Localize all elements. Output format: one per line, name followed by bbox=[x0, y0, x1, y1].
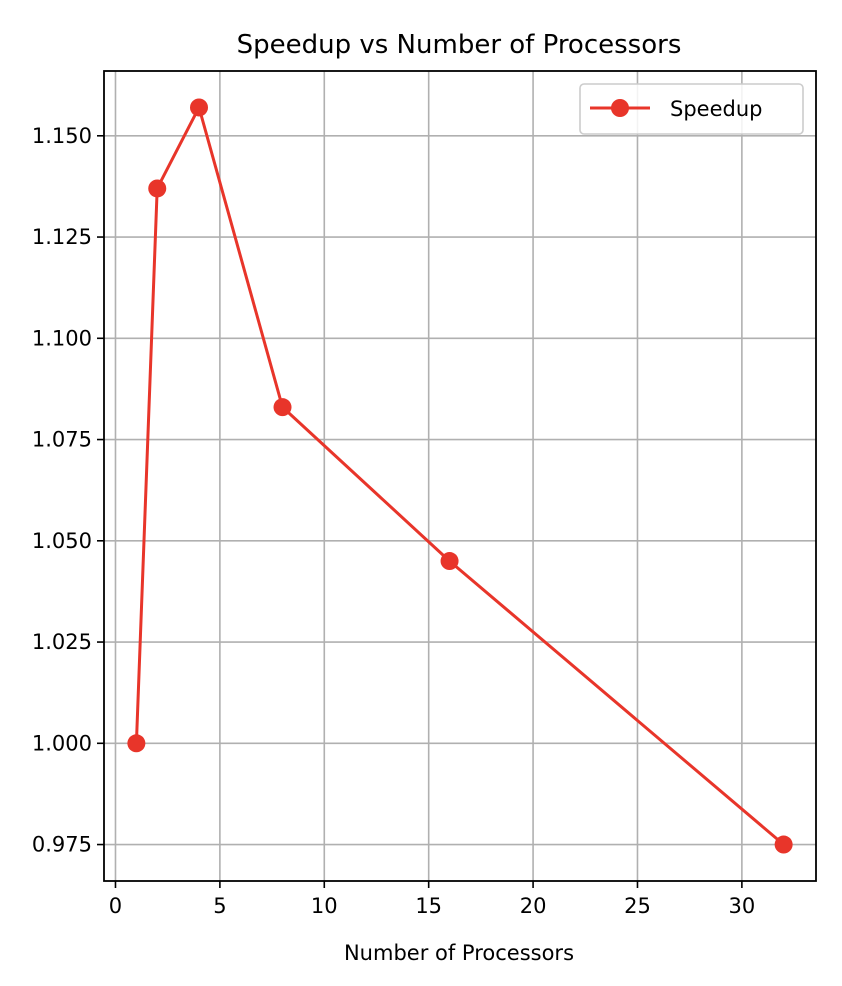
data-point bbox=[440, 552, 459, 571]
y-tick-label: 1.075 bbox=[32, 428, 92, 452]
x-tick-label: 5 bbox=[213, 894, 226, 918]
y-tick-label: 1.025 bbox=[32, 630, 92, 654]
legend: Speedup bbox=[579, 83, 804, 135]
data-point bbox=[148, 179, 167, 198]
data-point bbox=[190, 98, 209, 117]
data-point bbox=[774, 835, 793, 854]
data-point bbox=[127, 734, 146, 753]
x-tick-label: 15 bbox=[415, 894, 442, 918]
y-tick-label: 0.975 bbox=[32, 833, 92, 857]
y-tick-label: 1.150 bbox=[32, 124, 92, 148]
y-tick-label: 1.050 bbox=[32, 529, 92, 553]
x-tick-label: 30 bbox=[729, 894, 756, 918]
y-tick-label: 1.100 bbox=[32, 326, 92, 350]
chart-title: Speedup vs Number of Processors bbox=[237, 30, 682, 60]
y-ticks: 0.975 1.000 1.025 1.050 1.075 1.100 1.125 1.150 bbox=[32, 124, 104, 857]
x-tick-label: 20 bbox=[520, 894, 547, 918]
x-ticks: 0 5 10 15 20 25 30 bbox=[109, 881, 755, 918]
data-point bbox=[273, 398, 292, 417]
y-tick-label: 1.125 bbox=[32, 225, 92, 249]
legend-box bbox=[579, 83, 804, 135]
x-tick-label: 0 bbox=[109, 894, 122, 918]
series-layer bbox=[127, 98, 793, 854]
legend-marker bbox=[611, 99, 629, 117]
plot-frame bbox=[103, 70, 817, 882]
series-line bbox=[134, 105, 785, 846]
x-axis-label: Number of Processors bbox=[344, 941, 574, 965]
x-tick-label: 25 bbox=[624, 894, 651, 918]
legend-label: Speedup bbox=[670, 97, 762, 121]
grid-layer bbox=[104, 71, 816, 881]
y-tick-label: 1.000 bbox=[32, 731, 92, 755]
x-tick-label: 10 bbox=[311, 894, 338, 918]
